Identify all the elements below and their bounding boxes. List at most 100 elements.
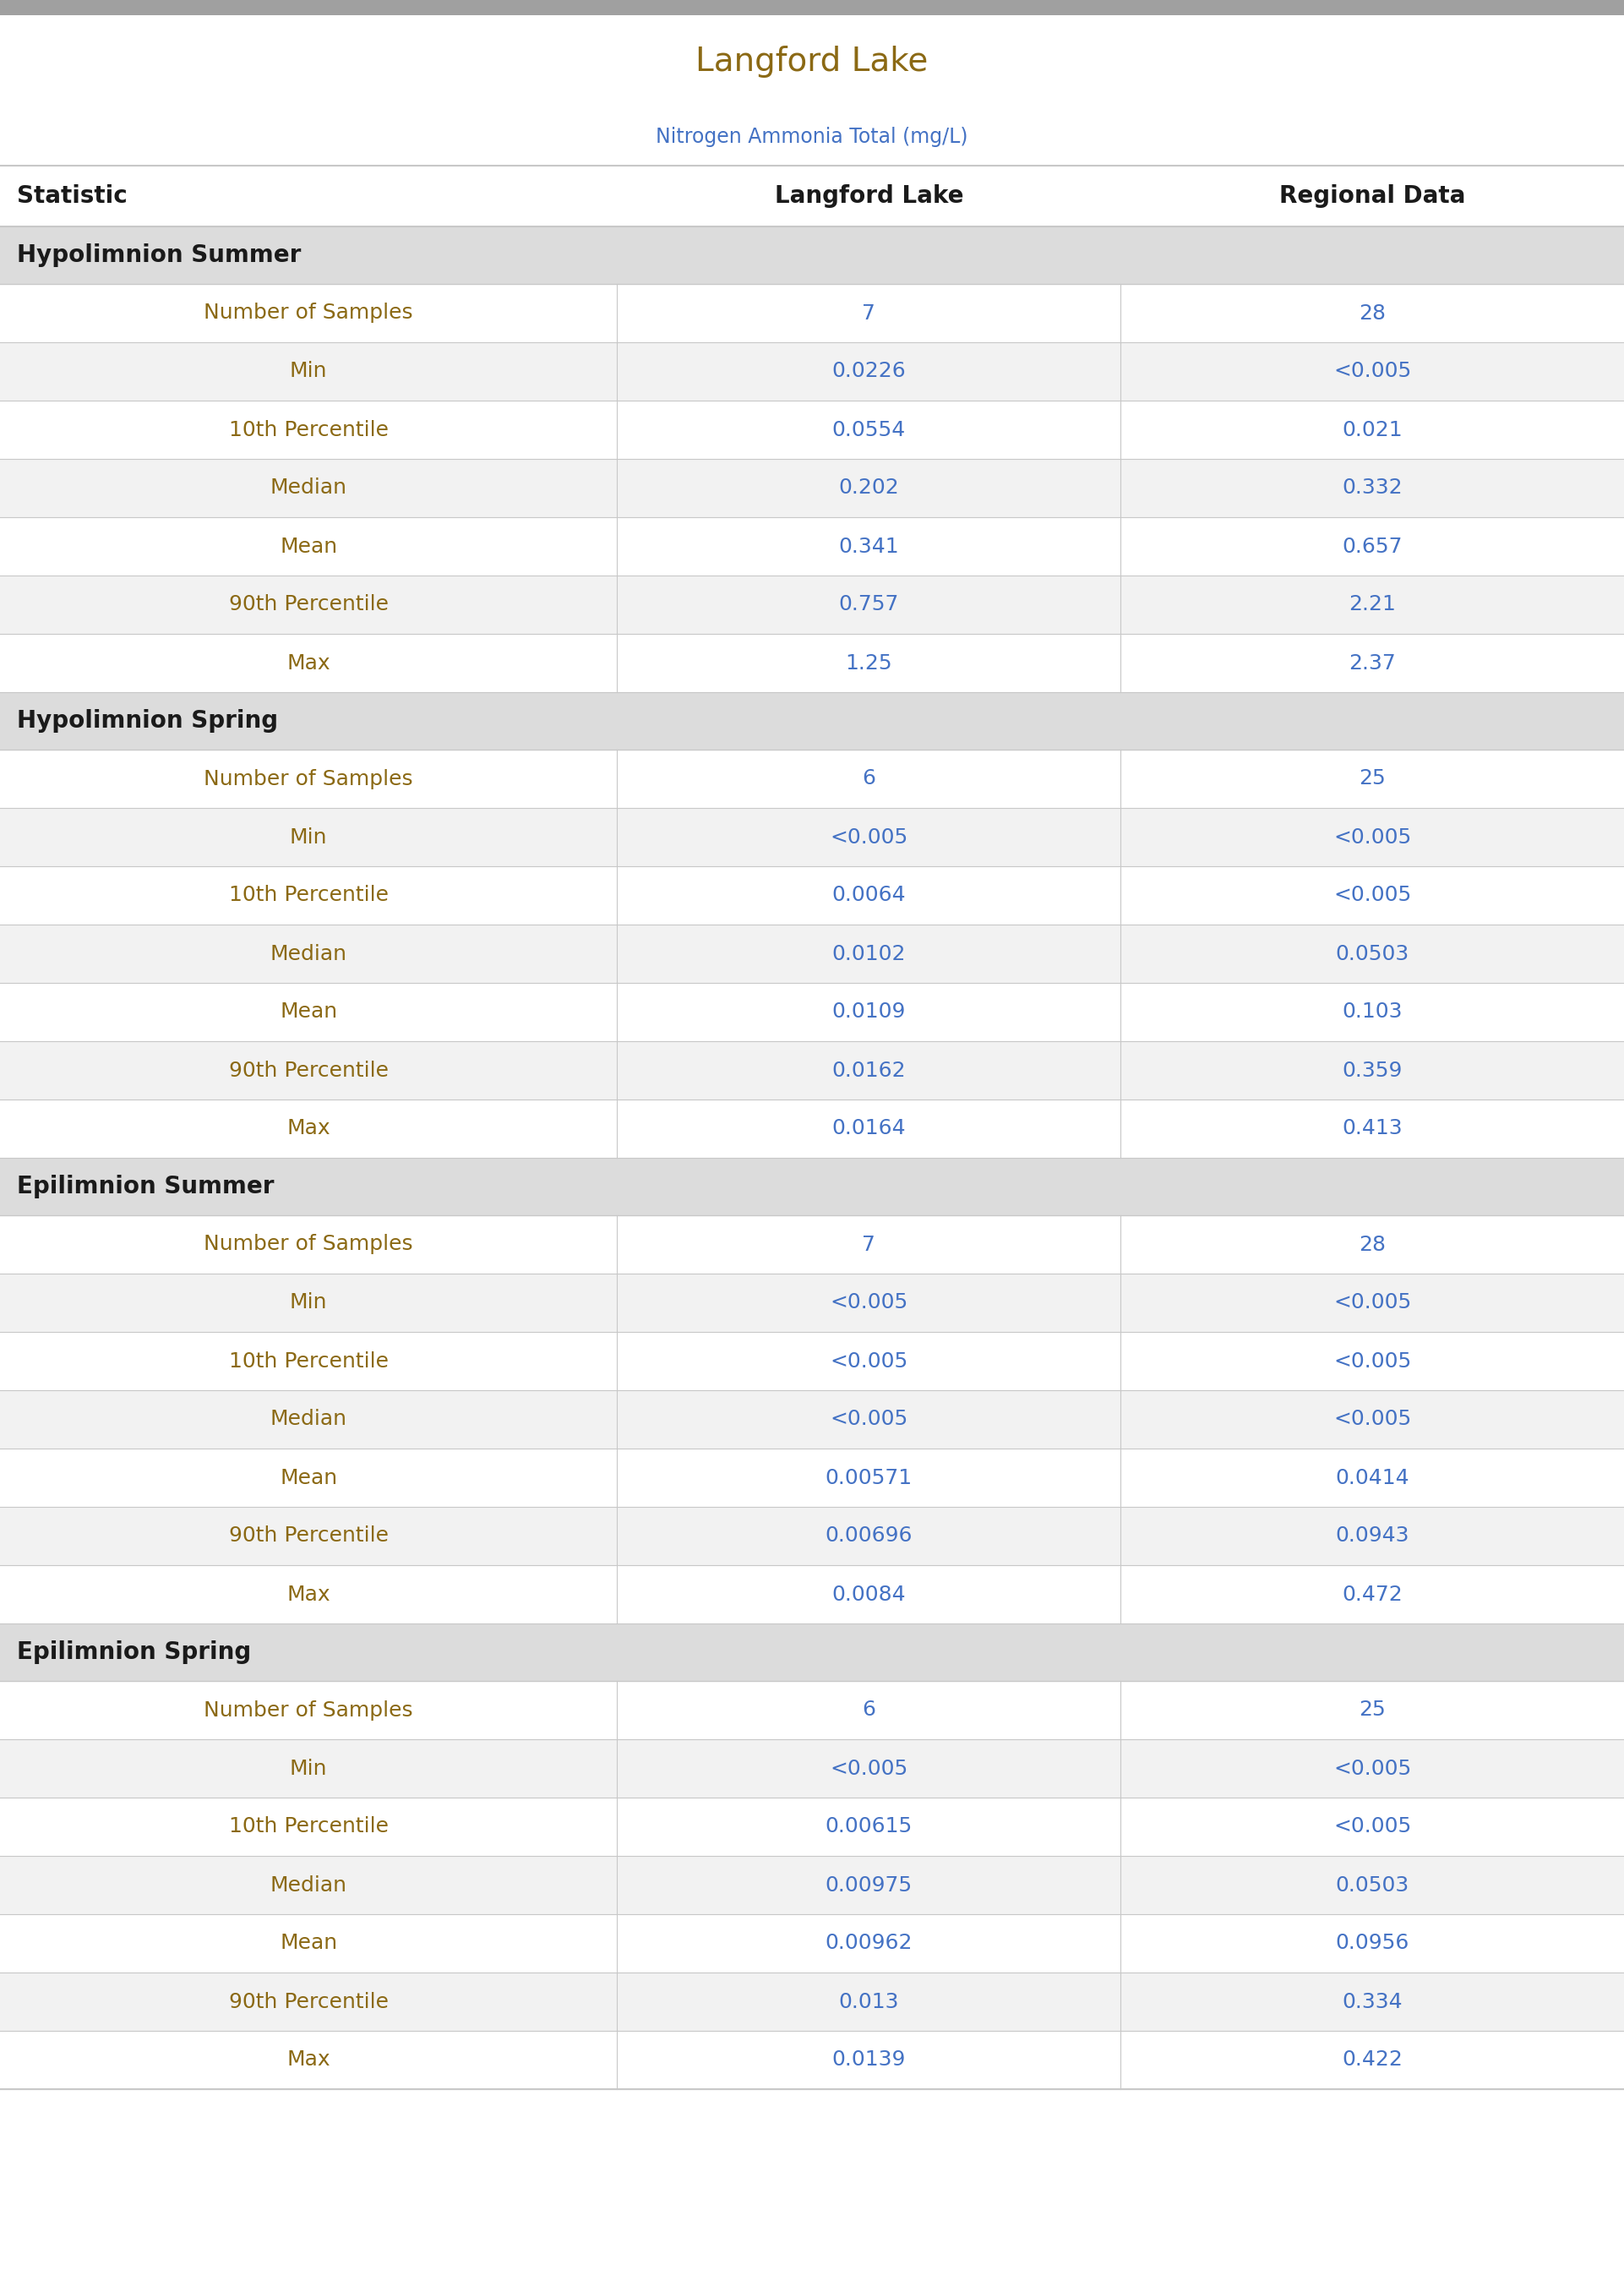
Bar (0, 1973, 1624, 2032)
Text: 0.00615: 0.00615 (825, 1816, 913, 1836)
Bar (0, 16, 1624, 109)
Text: 0.0139: 0.0139 (831, 2050, 906, 2070)
Text: Min: Min (289, 1759, 328, 1780)
Bar (0, 1798, 1624, 1857)
Text: 0.472: 0.472 (1341, 1584, 1403, 1605)
Text: <0.005: <0.005 (830, 1292, 908, 1312)
Text: <0.005: <0.005 (1333, 1351, 1411, 1371)
Text: 0.657: 0.657 (1341, 536, 1403, 556)
Text: 90th Percentile: 90th Percentile (229, 1525, 388, 1546)
Text: Epilimnion Spring: Epilimnion Spring (16, 1641, 252, 1664)
Text: 0.00962: 0.00962 (825, 1934, 913, 1954)
Text: Max: Max (287, 1119, 330, 1140)
Bar (0, 459, 1624, 518)
Text: 0.341: 0.341 (838, 536, 900, 556)
Text: 0.334: 0.334 (1341, 1991, 1403, 2011)
Bar (0, 109, 1624, 166)
Bar (0, 400, 1624, 459)
Bar (0, 1042, 1624, 1099)
Bar (0, 1332, 1624, 1389)
Bar (0, 1448, 1624, 1507)
Text: 0.021: 0.021 (1341, 420, 1403, 440)
Bar (0, 1273, 1624, 1332)
Text: <0.005: <0.005 (1333, 1816, 1411, 1836)
Text: Median: Median (270, 479, 348, 497)
Bar (0, 983, 1624, 1042)
Text: 0.202: 0.202 (838, 479, 900, 497)
Bar (0, 1739, 1624, 1798)
Text: 90th Percentile: 90th Percentile (229, 595, 388, 615)
Text: Max: Max (287, 2050, 330, 2070)
Bar (0, 692, 1624, 749)
Text: 90th Percentile: 90th Percentile (229, 1991, 388, 2011)
Text: <0.005: <0.005 (1333, 885, 1411, 906)
Text: 0.0554: 0.0554 (831, 420, 906, 440)
Text: 0.00975: 0.00975 (825, 1875, 913, 1895)
Text: 10th Percentile: 10th Percentile (229, 1816, 388, 1836)
Text: <0.005: <0.005 (830, 1759, 908, 1780)
Text: Median: Median (270, 944, 348, 965)
Bar (0, 166, 1624, 227)
Bar (0, 1389, 1624, 1448)
Text: 28: 28 (1359, 1235, 1385, 1255)
Text: 0.0943: 0.0943 (1335, 1525, 1410, 1546)
Text: Min: Min (289, 826, 328, 847)
Text: 6: 6 (862, 1700, 875, 1721)
Text: Min: Min (289, 361, 328, 381)
Bar (0, 577, 1624, 633)
Text: Median: Median (270, 1410, 348, 1430)
Text: 10th Percentile: 10th Percentile (229, 1351, 388, 1371)
Text: Nitrogen Ammonia Total (mg/L): Nitrogen Ammonia Total (mg/L) (656, 127, 968, 148)
Text: 2.37: 2.37 (1348, 654, 1397, 674)
Bar (0, 1914, 1624, 1973)
Text: <0.005: <0.005 (1333, 1292, 1411, 1312)
Text: <0.005: <0.005 (830, 1410, 908, 1430)
Bar (0, 867, 1624, 924)
Text: 25: 25 (1359, 1700, 1385, 1721)
Text: Statistic: Statistic (16, 184, 127, 209)
Text: Median: Median (270, 1875, 348, 1895)
Text: Mean: Mean (279, 1934, 338, 1954)
Bar (0, 2032, 1624, 2088)
Text: <0.005: <0.005 (1333, 826, 1411, 847)
Text: Number of Samples: Number of Samples (205, 770, 412, 790)
Bar (0, 343, 1624, 400)
Text: <0.005: <0.005 (830, 826, 908, 847)
Bar (0, 808, 1624, 867)
Text: 7: 7 (862, 1235, 875, 1255)
Text: 0.0226: 0.0226 (831, 361, 906, 381)
Bar (0, 518, 1624, 577)
Text: 1.25: 1.25 (846, 654, 892, 674)
Bar (0, 1566, 1624, 1623)
Text: <0.005: <0.005 (1333, 1759, 1411, 1780)
Bar (0, 1507, 1624, 1566)
Text: 10th Percentile: 10th Percentile (229, 885, 388, 906)
Text: 0.103: 0.103 (1341, 1001, 1403, 1022)
Bar (0, 284, 1624, 343)
Text: <0.005: <0.005 (1333, 361, 1411, 381)
Text: 0.422: 0.422 (1341, 2050, 1403, 2070)
Text: Max: Max (287, 1584, 330, 1605)
Text: Epilimnion Summer: Epilimnion Summer (16, 1174, 274, 1199)
Bar (0, 633, 1624, 692)
Text: 0.0109: 0.0109 (831, 1001, 906, 1022)
Text: 0.0102: 0.0102 (831, 944, 906, 965)
Text: 90th Percentile: 90th Percentile (229, 1060, 388, 1081)
Text: <0.005: <0.005 (1333, 1410, 1411, 1430)
Bar (0, 924, 1624, 983)
Text: Hypolimnion Spring: Hypolimnion Spring (16, 708, 278, 733)
Text: 0.359: 0.359 (1341, 1060, 1403, 1081)
Text: Hypolimnion Summer: Hypolimnion Summer (16, 243, 300, 268)
Text: 10th Percentile: 10th Percentile (229, 420, 388, 440)
Bar (0, 1682, 1624, 1739)
Text: 0.0084: 0.0084 (831, 1584, 906, 1605)
Text: 0.0503: 0.0503 (1335, 944, 1410, 965)
Text: Mean: Mean (279, 1469, 338, 1487)
Bar (0, 749, 1624, 808)
Text: 0.413: 0.413 (1341, 1119, 1403, 1140)
Bar (0, 1099, 1624, 1158)
Text: Langford Lake: Langford Lake (695, 45, 929, 77)
Text: Langford Lake: Langford Lake (775, 184, 963, 209)
Text: 0.0503: 0.0503 (1335, 1875, 1410, 1895)
Text: Number of Samples: Number of Samples (205, 1700, 412, 1721)
